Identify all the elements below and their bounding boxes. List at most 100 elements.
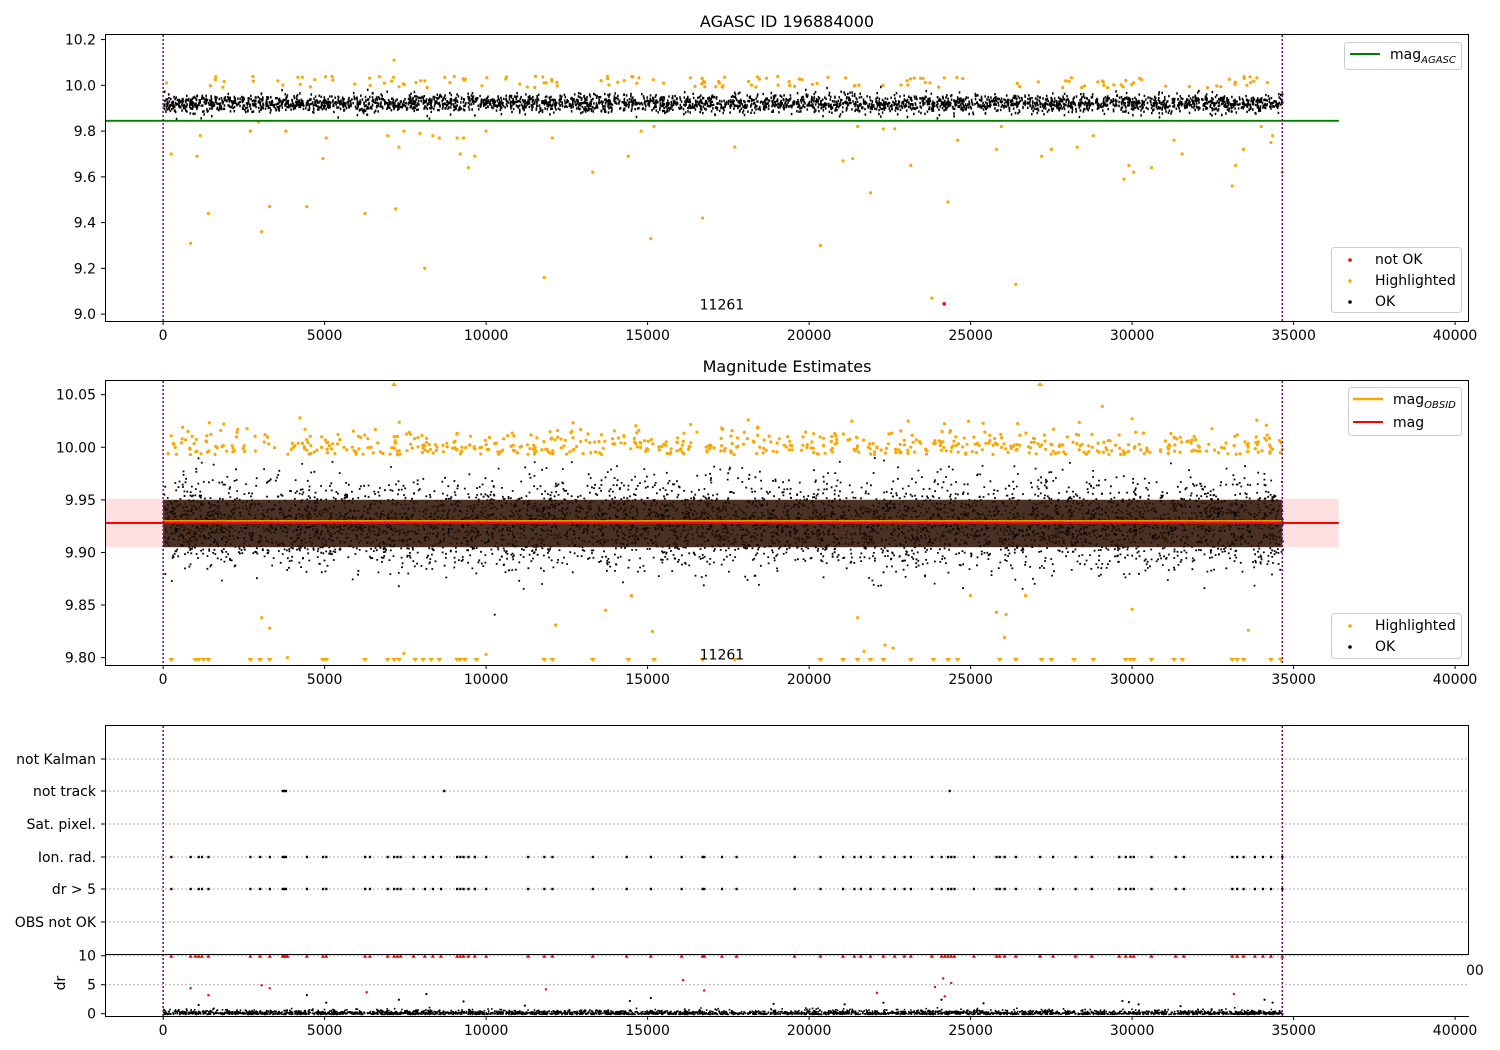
dr-clipped-marker — [971, 953, 976, 958]
highlighted-point — [911, 440, 915, 444]
ion-rad-flag — [467, 855, 470, 859]
dr-gt-5-flag — [793, 887, 796, 891]
ion-rad-flag — [1003, 855, 1006, 859]
ion-rad-flag — [1132, 855, 1135, 859]
highlighted-point — [776, 83, 780, 87]
highlighted-point — [1192, 448, 1196, 452]
highlighted-point — [755, 426, 760, 430]
clipped-low-marker — [362, 658, 369, 662]
highlighted-point — [599, 452, 604, 456]
highlighted-point — [961, 76, 965, 81]
highlighted-point — [862, 649, 866, 653]
ion-rad-flag — [386, 855, 389, 859]
highlighted-point — [972, 435, 976, 439]
ion-rad-flag — [930, 855, 934, 859]
dr-ok-points — [163, 992, 1284, 1016]
highlighted-point — [992, 436, 997, 441]
highlighted-point — [206, 211, 210, 216]
dr-point — [1127, 1000, 1130, 1004]
highlighted-point — [308, 434, 312, 438]
highlighted-point — [755, 75, 760, 79]
highlighted-point — [401, 82, 405, 86]
highlighted-point — [1014, 282, 1018, 286]
ion-rad-flag — [909, 855, 913, 859]
highlighted-point — [688, 76, 692, 80]
highlighted-point — [891, 646, 895, 650]
dr-gt-5-flag — [893, 887, 896, 891]
dr-gt-5-flag — [368, 887, 372, 891]
legend-marker-highlighted — [1348, 624, 1352, 628]
highlighted-point — [662, 442, 666, 446]
highlighted-point — [1205, 86, 1209, 90]
dr-clipped-marker — [868, 953, 873, 958]
ion-rad-flag — [1182, 855, 1185, 859]
dr-clipped-marker — [942, 953, 947, 958]
dr-gt-5-flag — [853, 887, 856, 891]
highlighted-point — [974, 451, 979, 455]
highlighted-point — [426, 449, 430, 453]
highlighted-point — [717, 79, 721, 83]
highlighted-point — [1141, 431, 1146, 435]
dr-clipped-marker — [1235, 953, 1240, 958]
dr-point-cloud — [163, 1006, 1284, 1016]
highlighted-point — [231, 446, 235, 450]
highlighted-point — [644, 449, 648, 453]
highlighted-point — [1233, 163, 1238, 168]
highlighted-point — [293, 444, 297, 448]
highlighted-point — [1166, 447, 1171, 451]
highlighted-point — [276, 79, 280, 83]
clipped-low-marker — [247, 658, 254, 662]
dr-gt-5-flag — [903, 887, 906, 891]
highlighted-point — [1220, 445, 1224, 450]
highlighted-point — [296, 75, 300, 79]
highlighted-point — [999, 432, 1003, 436]
dr-gt-5-flag — [1014, 887, 1018, 891]
highlighted-point — [1190, 438, 1194, 442]
highlighted-point — [325, 447, 329, 451]
highlighted-point — [776, 74, 780, 79]
highlighted-point — [730, 429, 734, 433]
ion-rad-flag — [396, 855, 399, 859]
dr-point — [1137, 1003, 1140, 1006]
highlighted-point — [851, 156, 855, 161]
highlighted-point — [371, 451, 375, 455]
highlighted-point — [771, 449, 775, 453]
highlighted-point — [1256, 440, 1260, 444]
highlighted-point — [761, 451, 765, 455]
highlighted-point — [303, 447, 307, 451]
clipped-low-marker — [1130, 658, 1137, 662]
highlighted-point — [846, 438, 850, 442]
clipped-low-marker — [1240, 658, 1247, 662]
highlighted-point — [616, 436, 620, 440]
dr-clipped-marker — [734, 953, 739, 958]
highlighted-point — [881, 127, 885, 131]
not-track-flag — [283, 789, 286, 793]
highlighted-point — [173, 445, 177, 449]
flag-category-label: not track — [33, 784, 97, 800]
highlighted-point — [637, 76, 641, 80]
highlighted-point — [525, 443, 530, 447]
panel2-ytick-label: 9.80 — [65, 651, 96, 667]
highlighted-point — [428, 447, 432, 451]
highlighted-point — [898, 442, 902, 446]
highlighted-point — [214, 75, 218, 79]
dr-clipped-marker — [1268, 953, 1273, 958]
highlighted-point — [1248, 75, 1252, 79]
legend-label-sub: OBSID — [1424, 400, 1456, 411]
highlighted-point — [810, 82, 814, 86]
highlighted-point — [323, 75, 327, 79]
highlighted-point — [448, 81, 452, 85]
highlighted-point — [634, 442, 638, 446]
clipped-low-marker — [944, 658, 951, 662]
highlighted-point — [262, 440, 266, 444]
highlighted-point — [695, 430, 699, 434]
ion-rad-flag — [1051, 855, 1055, 859]
highlighted-point — [181, 425, 185, 429]
highlighted-point — [509, 444, 513, 448]
dr-gt-5-flag — [423, 887, 426, 891]
highlighted-point — [192, 442, 196, 446]
ion-rad-flag — [259, 855, 262, 859]
highlighted-point — [1050, 443, 1054, 447]
dr-clipped-marker — [949, 953, 954, 958]
dr-gt-5-flag — [249, 887, 252, 891]
